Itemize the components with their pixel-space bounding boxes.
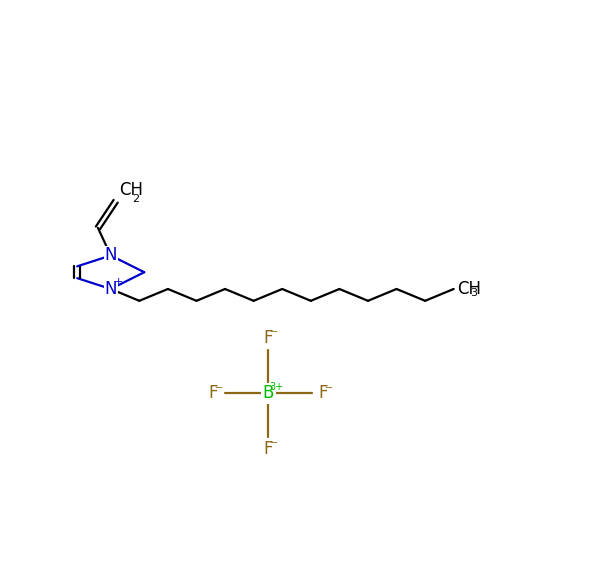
Text: +: + xyxy=(114,277,123,287)
Text: 3: 3 xyxy=(471,288,477,298)
Text: −: − xyxy=(325,382,334,392)
Text: F: F xyxy=(208,384,218,403)
Text: CH: CH xyxy=(118,181,143,199)
Text: 3+: 3+ xyxy=(270,381,283,392)
Text: N: N xyxy=(105,280,117,298)
Text: F: F xyxy=(264,329,273,347)
Text: −: − xyxy=(270,438,278,448)
Text: −: − xyxy=(215,382,223,392)
Text: 2: 2 xyxy=(133,194,140,204)
Text: CH: CH xyxy=(457,280,481,298)
Text: N: N xyxy=(105,247,117,264)
Text: F: F xyxy=(319,384,328,403)
Text: F: F xyxy=(264,439,273,458)
Text: B: B xyxy=(263,384,274,403)
Text: −: − xyxy=(270,327,278,338)
